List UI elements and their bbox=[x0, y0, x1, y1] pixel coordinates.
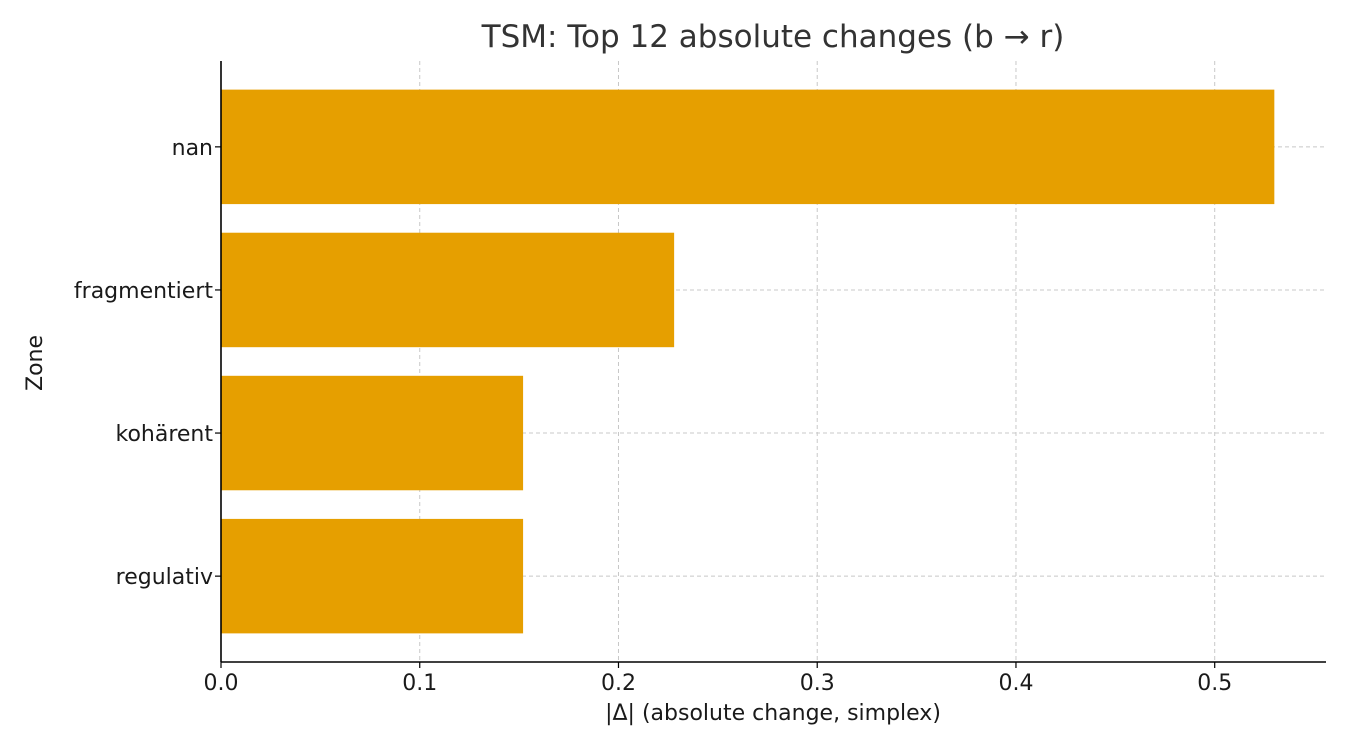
y-ticks: nan fragmentiert kohärent regulativ bbox=[74, 136, 221, 590]
axes bbox=[220, 61, 1326, 663]
bar-regulativ bbox=[221, 518, 524, 634]
chart-title: TSM: Top 12 absolute changes (b → r) bbox=[481, 19, 1065, 55]
x-tick-label: 0.3 bbox=[800, 671, 835, 696]
y-axis-label: Zone bbox=[23, 335, 48, 391]
y-tick-label: kohärent bbox=[115, 422, 213, 447]
bars bbox=[221, 89, 1275, 634]
bar-fragmentiert bbox=[221, 232, 675, 348]
x-tick-label: 0.2 bbox=[601, 671, 636, 696]
y-tick-label: fragmentiert bbox=[74, 279, 213, 304]
bar-nan bbox=[221, 89, 1275, 205]
x-ticks: 0.0 0.1 0.2 0.3 0.4 0.5 bbox=[204, 662, 1232, 696]
x-tick-label: 0.5 bbox=[1197, 671, 1232, 696]
x-tick-label: 0.4 bbox=[998, 671, 1033, 696]
y-tick-label: nan bbox=[172, 136, 213, 161]
y-tick-label: regulativ bbox=[116, 565, 213, 590]
bar-kohärent bbox=[221, 375, 524, 491]
x-axis-label: |Δ| (absolute change, simplex) bbox=[605, 701, 941, 726]
x-tick-label: 0.0 bbox=[204, 671, 239, 696]
x-tick-label: 0.1 bbox=[402, 671, 437, 696]
